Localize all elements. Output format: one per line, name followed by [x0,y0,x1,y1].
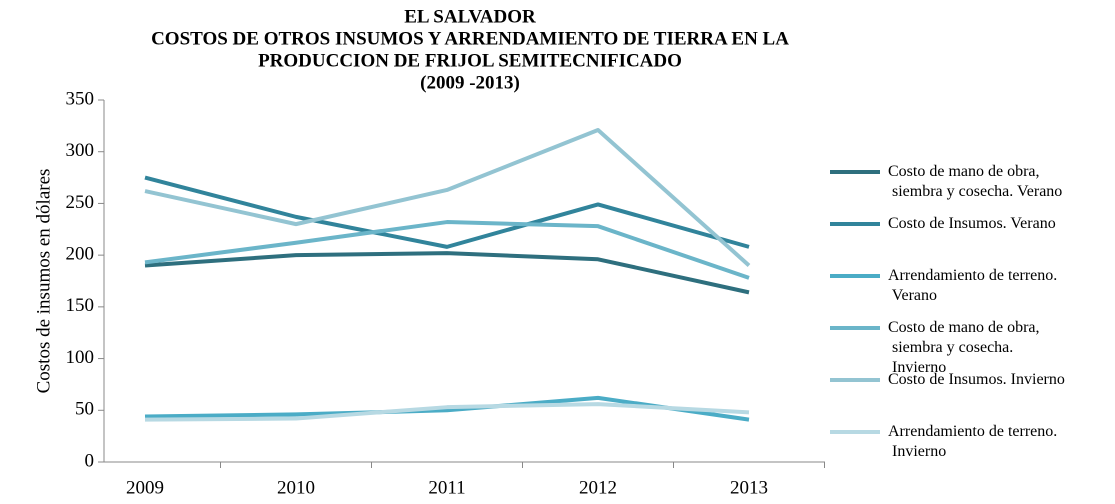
legend-label: Costo de Insumos. Invierno [888,371,1065,388]
x-tick-label: 2011 [428,477,465,498]
legend-line: Invierno [888,359,946,376]
x-tick-label: 2012 [579,477,617,498]
series-line [144,251,750,295]
y-tick-label: 200 [66,244,95,265]
chart-title: COSTOS DE OTROS INSUMOS Y ARRENDAMIENTO … [151,28,789,49]
y-tick-label: 50 [75,399,94,420]
series-line [144,175,750,249]
legend-line: siembra y cosecha. [888,339,1013,356]
series-line [144,220,750,280]
legend-line: Arrendamiento de terreno. [888,267,1057,284]
y-tick-label: 0 [85,450,95,471]
legend-line: Costo de mano de obra, [888,319,1040,336]
legend-line: Arrendamiento de terreno. [888,423,1057,440]
chart-title: EL SALVADOR [404,6,536,27]
series-line [144,402,750,422]
y-axis-label: Costos de insumos en dólares [33,169,54,394]
legend-label: Arrendamiento de terreno. Invierno [888,423,1057,460]
x-tick-label: 2009 [126,477,164,498]
y-tick-label: 300 [66,140,95,161]
series-line [144,127,751,267]
legend-line: Verano [888,287,937,304]
legend-line: Costo de Insumos. Verano [888,215,1056,232]
y-tick-label: 100 [66,347,95,368]
x-tick-label: 2013 [730,477,768,498]
y-tick-label: 150 [66,295,95,316]
chart-title: PRODUCCION DE FRIJOL SEMITECNIFICADO [258,50,682,71]
legend-line: Invierno [888,443,946,460]
legend-label: Arrendamiento de terreno. Verano [888,267,1057,304]
legend-line: siembra y cosecha. Verano [888,183,1062,200]
legend-label: Costo de mano de obra, siembra y cosecha… [888,163,1062,200]
legend-label: Costo de Insumos. Verano [888,215,1056,232]
legend-line: Costo de mano de obra, [888,163,1040,180]
y-tick-label: 350 [66,88,95,109]
legend-label: Costo de mano de obra, siembra y cosecha… [888,319,1040,376]
legend-line: Costo de Insumos. Invierno [888,371,1065,388]
chart-title: (2009 -2013) [420,72,520,93]
y-tick-label: 250 [66,192,95,213]
x-tick-label: 2010 [277,477,315,498]
